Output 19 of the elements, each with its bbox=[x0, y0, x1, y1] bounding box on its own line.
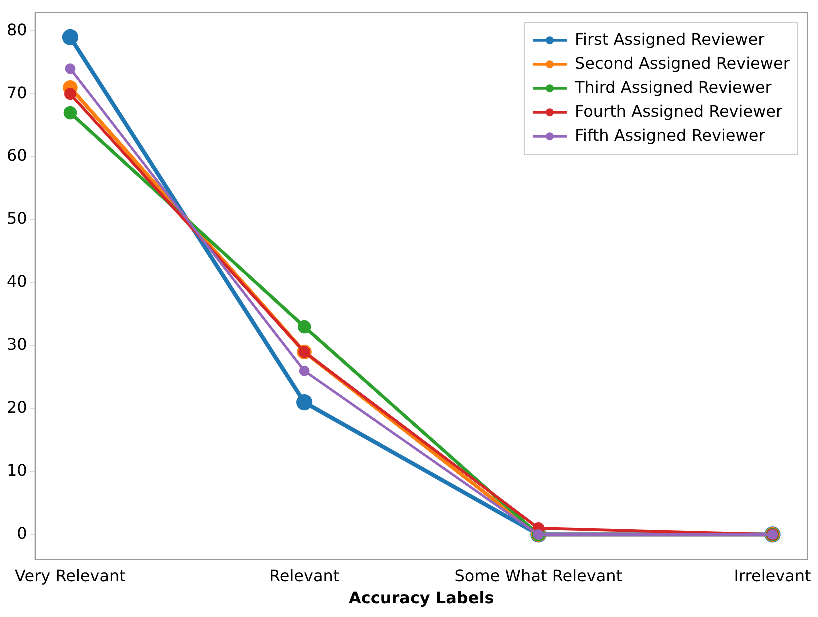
legend-label: First Assigned Reviewer bbox=[574, 30, 766, 49]
y-tick-label: 80 bbox=[7, 20, 28, 40]
y-tick-label: 60 bbox=[7, 146, 28, 166]
legend-label: Second Assigned Reviewer bbox=[574, 54, 790, 73]
y-tick-label: 10 bbox=[7, 460, 28, 480]
x-tick-label: Irrelevant bbox=[734, 566, 812, 586]
y-tick-label: 30 bbox=[7, 335, 28, 354]
x-axis-title: Accuracy Labels bbox=[349, 588, 494, 608]
legend-label: Fourth Assigned Reviewer bbox=[574, 102, 783, 121]
y-tick-label: 70 bbox=[7, 83, 28, 102]
y-tick-label: 50 bbox=[7, 209, 28, 228]
y-tick-label: 0 bbox=[17, 524, 28, 543]
x-tick-label: Very Relevant bbox=[15, 566, 126, 586]
y-tick-label: 20 bbox=[7, 398, 28, 417]
legend-label: Fifth Assigned Reviewer bbox=[574, 126, 766, 145]
x-tick-label: Some What Relevant bbox=[454, 566, 623, 586]
y-tick-label: 40 bbox=[7, 272, 28, 292]
legend-label: Third Assigned Reviewer bbox=[574, 78, 772, 97]
x-tick-label: Relevant bbox=[269, 566, 340, 586]
